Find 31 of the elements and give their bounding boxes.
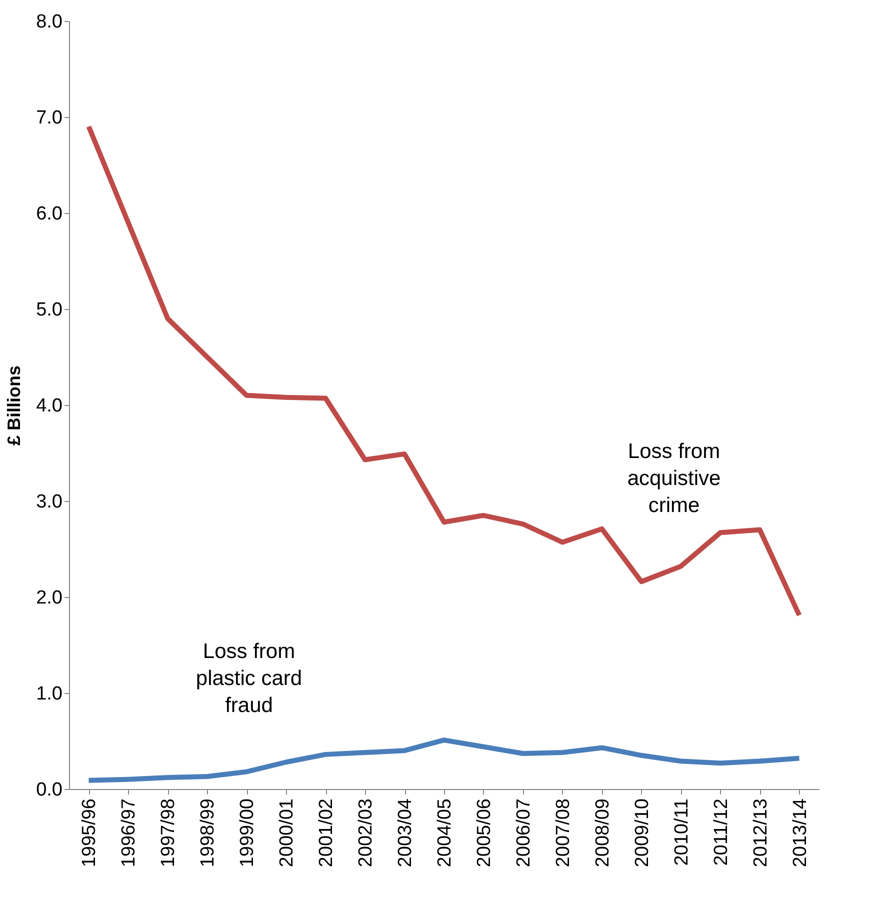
x-tick-label: 2007/08 (552, 798, 574, 868)
x-tick-label: 2008/09 (592, 798, 614, 868)
annotation: Loss from plastic card fraud (196, 640, 302, 717)
x-tick-label: 2010/11 (671, 798, 692, 866)
x-tick-label: 2013/14 (790, 798, 811, 868)
y-tick-label: 0.0 (36, 780, 62, 800)
x-tick-label: 2009/10 (632, 798, 653, 868)
y-tick-label: 3.0 (36, 492, 62, 512)
x-tick-label: 2000/01 (276, 798, 298, 868)
x-tick-label: 2006/07 (513, 798, 534, 868)
x-tick-label: 2002/03 (356, 798, 377, 868)
y-tick-label: 5.0 (36, 300, 62, 320)
y-tick-label: 8.0 (36, 12, 62, 32)
x-tick-label: 1998/99 (198, 798, 219, 868)
annotation: Loss from acquistive crime (627, 440, 721, 517)
y-tick-label: 1.0 (36, 684, 62, 704)
y-tick-label: 2.0 (36, 588, 62, 608)
x-tick-label: 2001/02 (316, 798, 338, 868)
y-tick-label: 7.0 (36, 108, 62, 128)
x-tick-label: 1999/00 (237, 798, 258, 868)
x-tick-label: 2004/05 (434, 798, 456, 868)
x-tick-label: 2003/04 (395, 798, 416, 868)
x-tick-label: 1996/97 (118, 798, 140, 868)
x-tick-label: 2011/12 (710, 798, 732, 866)
y-axis-title: £ Billions (4, 365, 24, 446)
y-tick-label: 4.0 (36, 396, 62, 416)
x-tick-label: 1995/96 (79, 798, 100, 868)
x-tick-label: 2012/13 (750, 798, 772, 868)
x-tick-label: 1997/98 (158, 798, 180, 868)
y-tick-label: 6.0 (36, 204, 62, 224)
x-tick-label: 2005/06 (474, 798, 495, 868)
